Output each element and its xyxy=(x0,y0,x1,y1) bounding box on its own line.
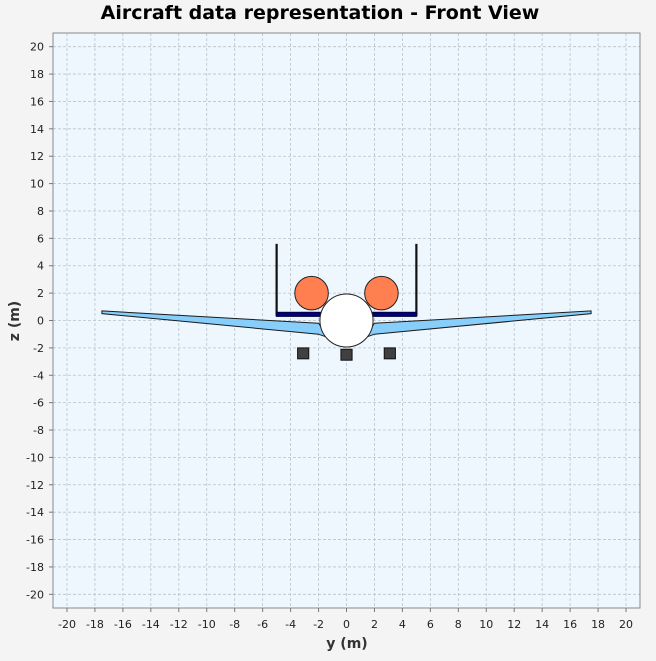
x-tick-label: -18 xyxy=(86,618,104,631)
x-tick-label: -6 xyxy=(257,618,268,631)
x-tick-label: 10 xyxy=(479,618,493,631)
x-tick-label: 0 xyxy=(343,618,350,631)
x-tick-label: 14 xyxy=(535,618,549,631)
y-tick-label: -8 xyxy=(33,424,44,437)
y-tick-label: 18 xyxy=(30,68,44,81)
y-axis-label: z (m) xyxy=(7,301,23,341)
x-tick-label: -14 xyxy=(142,618,160,631)
y-tick-label: 10 xyxy=(30,178,44,191)
x-tick-label: 6 xyxy=(427,618,434,631)
chart-title: Aircraft data representation - Front Vie… xyxy=(101,2,540,24)
x-axis-label: y (m) xyxy=(326,636,367,652)
y-tick-label: 8 xyxy=(37,205,44,218)
y-tick-label: -16 xyxy=(26,534,44,547)
engine-nacelle xyxy=(364,275,399,311)
x-tick-label: -2 xyxy=(313,618,324,631)
y-tick-label: -14 xyxy=(26,506,44,519)
aircraft-shapes xyxy=(101,243,592,361)
axis-ticks: -20 -18 -16 -14 -12 -10 -8 -6 -4 -2 0 2 4 6 8 10 12 14 16 1… xyxy=(26,41,633,631)
x-tick-label: 16 xyxy=(563,618,577,631)
y-tick-label: -2 xyxy=(33,342,44,355)
y-tick-label: -6 xyxy=(33,397,44,410)
y-tick-label: -10 xyxy=(26,451,44,464)
fuselage-section xyxy=(319,293,374,348)
x-tick-label: -12 xyxy=(170,618,188,631)
y-tick-label: 6 xyxy=(37,232,44,245)
x-tick-label: 18 xyxy=(591,618,605,631)
y-tick-label: -4 xyxy=(33,369,44,382)
engine-nacelle xyxy=(294,275,329,311)
x-tick-label: -16 xyxy=(114,618,132,631)
y-tick-label: 16 xyxy=(30,95,44,108)
x-tick-label: -20 xyxy=(58,618,76,631)
y-tick-label: -12 xyxy=(26,479,44,492)
x-tick-label: 12 xyxy=(507,618,521,631)
y-tick-label: 2 xyxy=(37,287,44,300)
y-tick-label: 4 xyxy=(37,260,44,273)
x-tick-label: -8 xyxy=(229,618,240,631)
x-tick-label: 2 xyxy=(371,618,378,631)
y-tick-label: 20 xyxy=(30,41,44,54)
x-tick-label: 4 xyxy=(399,618,406,631)
x-tick-label: -4 xyxy=(285,618,296,631)
y-tick-label: -18 xyxy=(26,561,44,574)
x-tick-label: 20 xyxy=(619,618,633,631)
y-tick-label: 14 xyxy=(30,123,44,136)
y-tick-label: 12 xyxy=(30,150,44,163)
y-tick-label: 0 xyxy=(37,315,44,328)
x-tick-label: 8 xyxy=(455,618,462,631)
landing-gear xyxy=(297,347,310,360)
landing-gear xyxy=(340,348,353,361)
y-tick-label: -20 xyxy=(26,588,44,601)
landing-gear xyxy=(383,347,396,360)
x-tick-label: -10 xyxy=(198,618,216,631)
